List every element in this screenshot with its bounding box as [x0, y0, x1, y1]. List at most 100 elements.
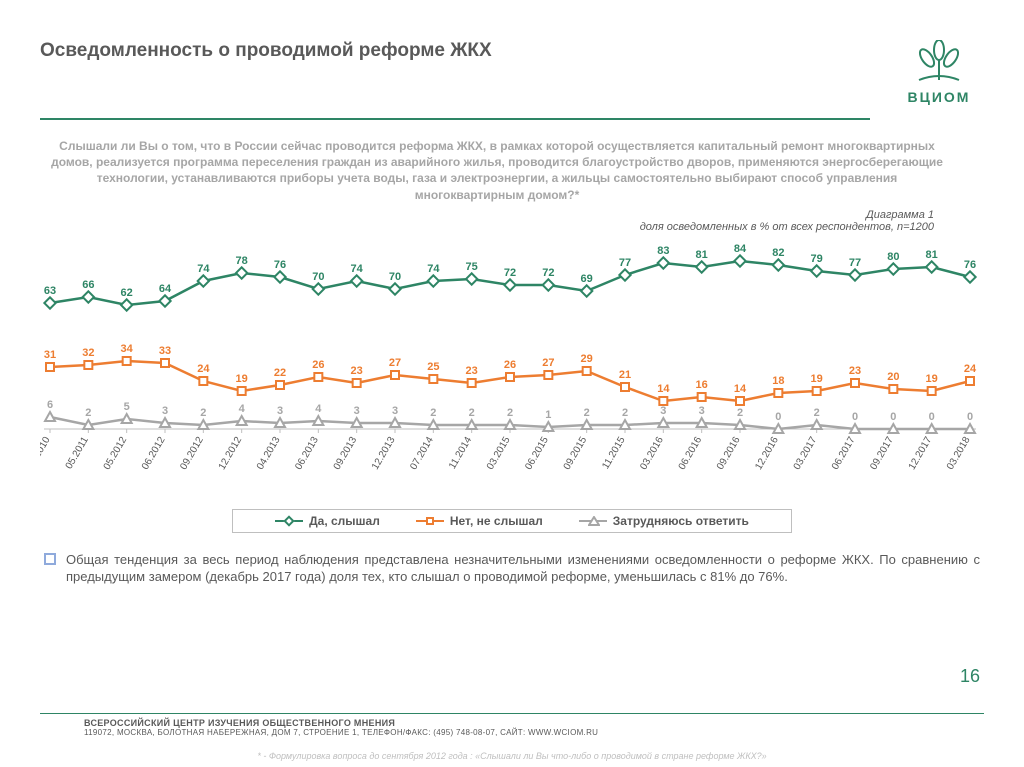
svg-text:74: 74 [197, 263, 210, 275]
svg-text:23: 23 [351, 365, 363, 377]
svg-text:14: 14 [734, 383, 747, 395]
svg-text:75: 75 [466, 261, 478, 273]
svg-text:2: 2 [85, 407, 91, 419]
chart-subtitle: доля осведомленных в % от всех респонден… [40, 221, 984, 233]
svg-text:78: 78 [236, 255, 248, 267]
svg-text:18: 18 [772, 375, 784, 387]
svg-text:4: 4 [239, 403, 246, 415]
svg-text:27: 27 [389, 357, 401, 369]
svg-text:27: 27 [542, 357, 554, 369]
svg-text:23: 23 [466, 365, 478, 377]
chart-legend: Да, слышал Нет, не слышал Затрудняюсь от… [232, 509, 792, 533]
footnote: * - Формулировка вопроса до сентября 201… [0, 751, 1024, 761]
svg-text:21: 21 [619, 369, 631, 381]
svg-text:19: 19 [236, 373, 248, 385]
page-title: Осведомленность о проводимой реформе ЖКХ [40, 40, 894, 62]
svg-text:0: 0 [852, 411, 858, 423]
svg-text:3: 3 [660, 405, 666, 417]
svg-text:3: 3 [162, 405, 168, 417]
legend-label: Да, слышал [309, 514, 380, 528]
bullet-icon [44, 553, 56, 565]
svg-text:12.2017: 12.2017 [907, 434, 935, 471]
svg-text:32: 32 [82, 347, 94, 359]
legend-label: Нет, не слышал [450, 514, 543, 528]
svg-text:05.2012: 05.2012 [102, 434, 130, 471]
title-divider [40, 118, 870, 120]
svg-text:2: 2 [622, 407, 628, 419]
svg-text:5: 5 [124, 401, 130, 413]
svg-text:06.2013: 06.2013 [293, 434, 321, 471]
svg-text:12.2013: 12.2013 [370, 434, 398, 471]
svg-text:31: 31 [44, 349, 56, 361]
svg-text:70: 70 [312, 271, 324, 283]
svg-text:09.2017: 09.2017 [868, 434, 896, 471]
svg-text:82: 82 [772, 247, 784, 259]
leaf-logo-icon [914, 40, 964, 82]
svg-text:81: 81 [926, 249, 938, 261]
legend-item-yes: Да, слышал [275, 514, 380, 528]
svg-text:09.2015: 09.2015 [562, 434, 590, 471]
svg-text:6: 6 [47, 399, 53, 411]
svg-text:34: 34 [121, 343, 134, 355]
svg-text:11.2014: 11.2014 [447, 434, 474, 471]
analysis-block: Общая тенденция за весь период наблюдени… [40, 551, 984, 586]
svg-text:84: 84 [734, 243, 747, 255]
awareness-line-chart: 11.2010 05.2011 05.2012 06.2012 09.2012 12.20… [40, 239, 980, 499]
svg-text:03.2016: 03.2016 [638, 434, 666, 471]
svg-text:06.2016: 06.2016 [677, 434, 705, 471]
svg-text:69: 69 [581, 273, 593, 285]
svg-text:74: 74 [427, 263, 440, 275]
svg-text:80: 80 [887, 251, 899, 263]
legend-label: Затрудняюсь ответить [613, 514, 749, 528]
svg-text:2: 2 [430, 407, 436, 419]
svg-text:3: 3 [277, 405, 283, 417]
svg-text:70: 70 [389, 271, 401, 283]
analysis-text: Общая тенденция за весь период наблюдени… [66, 551, 980, 586]
svg-text:0: 0 [890, 411, 896, 423]
svg-text:11.2010: 11.2010 [40, 434, 53, 471]
svg-text:03.2015: 03.2015 [485, 434, 513, 471]
svg-text:04.2013: 04.2013 [255, 434, 283, 471]
svg-text:77: 77 [619, 257, 631, 269]
svg-text:3: 3 [392, 405, 398, 417]
svg-text:06.2015: 06.2015 [523, 434, 551, 471]
svg-text:64: 64 [159, 283, 172, 295]
svg-text:06.2017: 06.2017 [830, 434, 858, 471]
svg-text:2: 2 [814, 407, 820, 419]
footer-org: ВСЕРОССИЙСКИЙ ЦЕНТР ИЗУЧЕНИЯ ОБЩЕСТВЕННО… [40, 718, 984, 728]
svg-text:24: 24 [964, 363, 977, 375]
survey-question: Слышали ли Вы о том, что в России сейчас… [40, 138, 984, 203]
svg-text:63: 63 [44, 285, 56, 297]
page-number: 16 [960, 666, 980, 687]
svg-text:03.2017: 03.2017 [792, 434, 820, 471]
svg-text:26: 26 [504, 359, 516, 371]
diagram-label: Диаграмма 1 [40, 209, 984, 221]
footer: ВСЕРОССИЙСКИЙ ЦЕНТР ИЗУЧЕНИЯ ОБЩЕСТВЕННО… [40, 713, 984, 737]
svg-text:09.2012: 09.2012 [178, 434, 206, 471]
svg-text:62: 62 [121, 287, 133, 299]
svg-text:4: 4 [315, 403, 322, 415]
legend-item-dk: Затрудняюсь ответить [579, 514, 749, 528]
svg-text:3: 3 [699, 405, 705, 417]
svg-text:2: 2 [200, 407, 206, 419]
svg-text:19: 19 [811, 373, 823, 385]
svg-text:22: 22 [274, 367, 286, 379]
svg-text:79: 79 [811, 253, 823, 265]
svg-text:24: 24 [197, 363, 210, 375]
svg-text:3: 3 [354, 405, 360, 417]
svg-text:25: 25 [427, 361, 439, 373]
svg-text:74: 74 [351, 263, 364, 275]
svg-text:29: 29 [581, 353, 593, 365]
svg-text:05.2011: 05.2011 [64, 434, 91, 471]
svg-text:26: 26 [312, 359, 324, 371]
svg-text:20: 20 [887, 371, 899, 383]
svg-text:09.2013: 09.2013 [332, 434, 360, 471]
svg-text:33: 33 [159, 345, 171, 357]
svg-text:81: 81 [696, 249, 708, 261]
logo: ВЦИОМ [894, 40, 984, 110]
svg-text:06.2012: 06.2012 [140, 434, 168, 471]
svg-text:2: 2 [584, 407, 590, 419]
svg-text:1: 1 [545, 409, 551, 421]
svg-text:23: 23 [849, 365, 861, 377]
legend-item-no: Нет, не слышал [416, 514, 543, 528]
